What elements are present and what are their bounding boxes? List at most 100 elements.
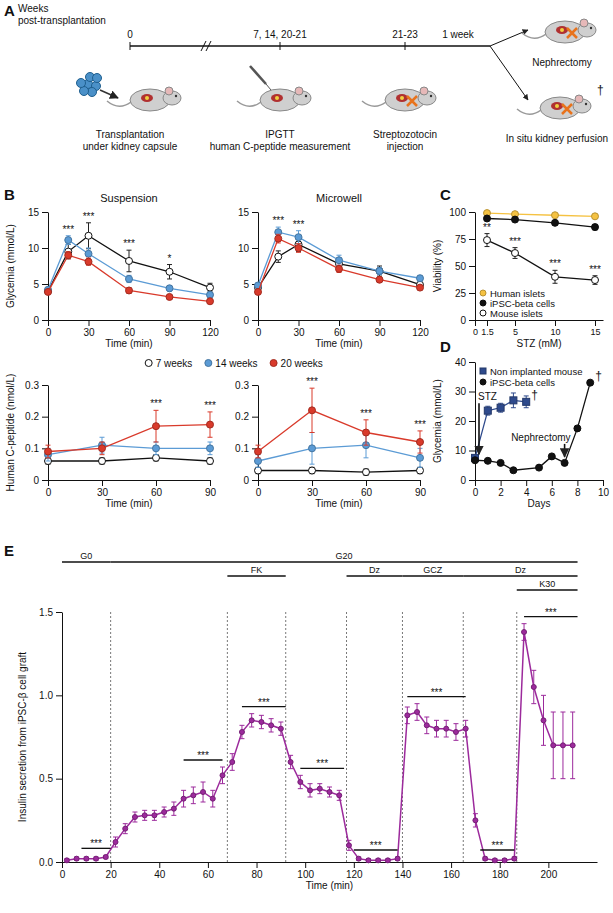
- timeline-label: post-transplantation: [18, 15, 106, 26]
- tick-mark: [469, 362, 475, 363]
- tick-label: 20: [106, 869, 118, 880]
- figure: AWeekspost-transplantation0Transplantati…: [0, 0, 613, 913]
- line-shape: [453, 723, 458, 724]
- tick: 5: [513, 320, 518, 337]
- data-point: [510, 467, 517, 474]
- data-point: [94, 856, 99, 861]
- line-shape: [288, 755, 293, 756]
- data-point: [363, 469, 370, 476]
- line-shape: [444, 720, 449, 721]
- axis-line: [475, 213, 476, 321]
- tick-mark: [469, 293, 475, 294]
- data-point: [376, 268, 383, 275]
- legend-marker: [205, 360, 212, 367]
- significance: ***: [491, 840, 503, 851]
- significance: ***: [509, 236, 521, 247]
- line-shape: [298, 788, 303, 789]
- error-bar: [132, 812, 137, 822]
- error-bar: [418, 467, 423, 473]
- data-point: [207, 298, 214, 305]
- legend: 7 weeks14 weeks20 weeks: [145, 358, 323, 369]
- tick: 0.2: [25, 411, 48, 422]
- tick-mark: [380, 320, 381, 326]
- error-bar: [485, 406, 490, 415]
- line-shape: [570, 712, 575, 713]
- legend-item: Mouse islets: [480, 308, 543, 319]
- tick-mark: [56, 695, 62, 696]
- injection-arrow: [100, 90, 118, 98]
- series-line: [475, 383, 590, 471]
- series-line: [487, 218, 595, 227]
- error-bar: [551, 712, 556, 779]
- error-bar: [100, 442, 105, 455]
- y-axis: 051015: [238, 207, 259, 326]
- data-point: [560, 743, 565, 748]
- data-point: [153, 445, 160, 452]
- line-shape: [511, 392, 516, 393]
- data-point: [497, 459, 504, 466]
- path-shape: [107, 101, 131, 106]
- significance: ***: [414, 419, 426, 430]
- tick: 50: [455, 261, 475, 272]
- syringe-needle: [266, 84, 271, 90]
- significance: **: [483, 222, 491, 233]
- data-point: [191, 793, 196, 798]
- line-shape: [230, 770, 235, 771]
- data-point: [337, 793, 342, 798]
- line-shape: [498, 403, 503, 404]
- condition-label: G20: [336, 551, 353, 561]
- tick-mark: [42, 320, 48, 321]
- y-axis: 00.10.20.3: [25, 380, 48, 486]
- line-shape: [113, 847, 118, 848]
- data-point: [570, 743, 575, 748]
- condition-label: FK: [251, 565, 263, 575]
- tick-label: 0.1: [25, 443, 39, 454]
- tick-mark: [595, 320, 596, 326]
- line-shape: [276, 250, 281, 251]
- error-bar: [405, 707, 410, 724]
- error-bar: [485, 234, 490, 247]
- line-shape: [522, 640, 527, 641]
- step-time: 21-23: [392, 29, 418, 40]
- data-point: [220, 773, 225, 778]
- step-label: IPGTT: [265, 129, 294, 140]
- data-point: [548, 453, 555, 460]
- tick-mark: [252, 385, 258, 386]
- circle-shape: [585, 103, 587, 105]
- series-line: [48, 458, 210, 461]
- data-point: [103, 855, 108, 860]
- circle-shape: [560, 28, 564, 32]
- x-axis-title: Time (min): [105, 338, 152, 349]
- error-bar: [364, 420, 369, 445]
- line-shape: [181, 807, 186, 808]
- tick: 8: [575, 480, 581, 498]
- legend-label: 7 weeks: [156, 358, 193, 369]
- error-bar: [84, 857, 89, 860]
- tick-label: 0: [256, 327, 262, 338]
- data-point: [84, 856, 89, 861]
- data-point: [415, 710, 420, 715]
- mouse-icon: [517, 95, 591, 119]
- event-label: Nephrectomy: [511, 432, 570, 443]
- timeline-break: [201, 41, 211, 51]
- tick-label: 0: [46, 327, 52, 338]
- tick-label: 60: [203, 869, 215, 880]
- panel-letter: B: [4, 186, 15, 203]
- tick-label: 0: [46, 487, 52, 498]
- line-shape: [560, 712, 565, 713]
- line-shape: [208, 454, 213, 455]
- tick-mark: [42, 480, 48, 481]
- tick-label: 0: [460, 475, 466, 486]
- line-shape: [46, 457, 51, 458]
- condition-label: GCZ: [423, 565, 443, 575]
- circle-shape: [145, 96, 149, 100]
- error-bar: [502, 859, 507, 862]
- x-axis: 0306090120: [46, 320, 220, 338]
- tick-mark: [111, 862, 112, 868]
- line-shape: [317, 793, 322, 794]
- data-point: [230, 760, 235, 765]
- line-shape: [531, 703, 536, 704]
- step-time: 1 week: [442, 29, 475, 40]
- error-bar: [512, 857, 517, 860]
- x-axis-title: STZ (mM): [517, 338, 562, 349]
